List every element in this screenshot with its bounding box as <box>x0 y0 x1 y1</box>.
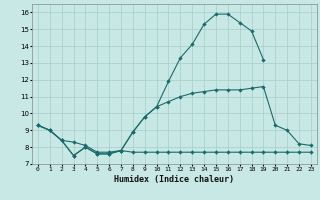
X-axis label: Humidex (Indice chaleur): Humidex (Indice chaleur) <box>115 175 234 184</box>
